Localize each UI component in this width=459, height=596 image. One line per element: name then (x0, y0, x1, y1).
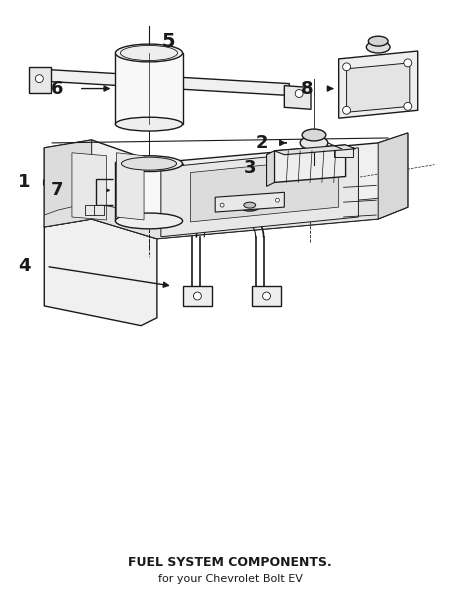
Circle shape (193, 292, 201, 300)
Polygon shape (161, 148, 358, 237)
Text: FUEL SYSTEM COMPONENTS.: FUEL SYSTEM COMPONENTS. (128, 556, 331, 569)
Polygon shape (377, 133, 407, 219)
Bar (115, 164, 182, 221)
Circle shape (295, 89, 302, 98)
Bar (251, 286, 281, 306)
Polygon shape (346, 63, 409, 112)
Polygon shape (44, 219, 157, 325)
Ellipse shape (299, 136, 327, 150)
Circle shape (403, 59, 411, 67)
Text: for your Chevrolet Bolt EV: for your Chevrolet Bolt EV (157, 573, 302, 583)
Ellipse shape (238, 199, 260, 211)
Circle shape (35, 74, 43, 83)
Text: 6: 6 (51, 79, 63, 98)
Polygon shape (44, 140, 91, 227)
Bar (182, 286, 212, 306)
Polygon shape (266, 151, 274, 187)
Polygon shape (91, 197, 407, 239)
Polygon shape (338, 51, 417, 118)
Ellipse shape (243, 202, 255, 208)
Circle shape (275, 198, 279, 202)
Ellipse shape (368, 36, 387, 46)
Ellipse shape (121, 157, 176, 170)
Ellipse shape (115, 156, 182, 172)
Polygon shape (215, 193, 284, 212)
Text: 3: 3 (243, 159, 256, 176)
Text: 2: 2 (255, 134, 267, 152)
Ellipse shape (302, 129, 325, 141)
Circle shape (220, 203, 224, 207)
Polygon shape (190, 158, 338, 222)
Polygon shape (44, 133, 407, 239)
Ellipse shape (115, 117, 182, 131)
Bar (333, 147, 353, 157)
Circle shape (342, 106, 350, 114)
Ellipse shape (115, 213, 182, 229)
Polygon shape (284, 86, 310, 109)
Bar (94, 205, 103, 215)
Circle shape (403, 103, 411, 110)
Ellipse shape (115, 44, 182, 62)
Polygon shape (116, 153, 144, 220)
Text: 5: 5 (162, 32, 175, 51)
Polygon shape (274, 145, 355, 155)
Bar (29, 67, 51, 92)
Ellipse shape (365, 41, 389, 53)
Text: 8: 8 (300, 79, 313, 98)
Polygon shape (274, 145, 345, 182)
Polygon shape (44, 202, 91, 227)
Text: 7: 7 (51, 181, 63, 199)
Text: 4: 4 (18, 257, 31, 275)
Bar (115, 53, 182, 124)
Circle shape (262, 292, 270, 300)
Bar (84, 205, 95, 215)
Polygon shape (72, 153, 106, 220)
Text: 1: 1 (18, 173, 31, 191)
Circle shape (342, 63, 350, 71)
Polygon shape (34, 69, 289, 95)
